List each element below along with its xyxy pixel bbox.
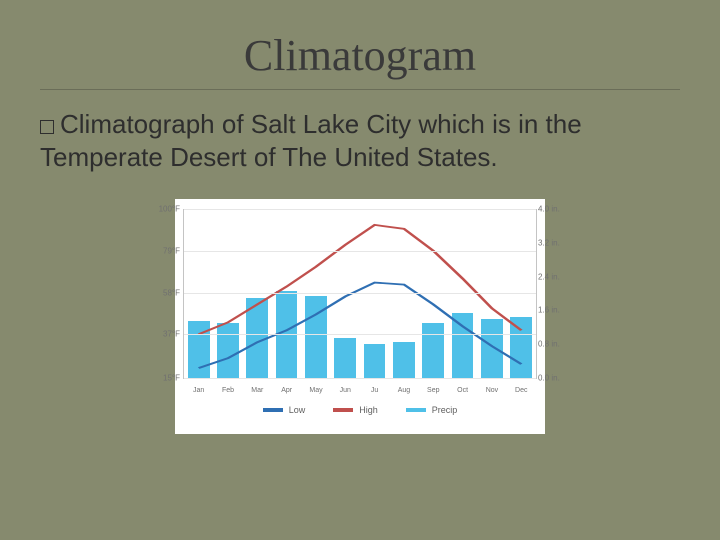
y-left-tick: 79°F bbox=[152, 246, 180, 255]
bullet-icon bbox=[40, 120, 54, 134]
y-right-tick: 3.2 in. bbox=[538, 238, 566, 247]
bar-cell bbox=[477, 209, 506, 378]
legend-item: Low bbox=[263, 405, 306, 415]
bar-cell bbox=[331, 209, 360, 378]
precip-bar bbox=[481, 319, 503, 378]
y-right-tick: 4.0 in. bbox=[538, 205, 566, 214]
legend-swatch bbox=[406, 408, 426, 412]
bar-cell bbox=[301, 209, 330, 378]
gridline bbox=[184, 334, 536, 335]
precip-bar bbox=[246, 298, 268, 378]
bar-cell bbox=[389, 209, 418, 378]
legend-label: High bbox=[359, 405, 378, 415]
x-tick: Dec bbox=[507, 387, 536, 394]
bar-cell bbox=[243, 209, 272, 378]
legend-item: Precip bbox=[406, 405, 458, 415]
precip-bar bbox=[393, 342, 415, 378]
legend: Low High Precip bbox=[183, 405, 537, 415]
title-separator bbox=[40, 89, 680, 90]
y-left-tick: 100°F bbox=[152, 205, 180, 214]
legend-item: High bbox=[333, 405, 378, 415]
bar-cell bbox=[184, 209, 213, 378]
x-tick: Apr bbox=[272, 387, 301, 394]
precip-bar bbox=[305, 296, 327, 378]
slide-title: Climatogram bbox=[40, 30, 680, 81]
y-right-tick: 0.8 in. bbox=[538, 340, 566, 349]
x-tick: Mar bbox=[243, 387, 272, 394]
precip-bar bbox=[334, 338, 356, 378]
y-right-tick: 0.0 in. bbox=[538, 374, 566, 383]
y-left-tick: 58°F bbox=[152, 288, 180, 297]
legend-label: Low bbox=[289, 405, 306, 415]
x-tick: Ju bbox=[360, 387, 389, 394]
y-right-tick: 1.6 in. bbox=[538, 306, 566, 315]
y-right-tick: 2.4 in. bbox=[538, 272, 566, 281]
legend-swatch bbox=[263, 408, 283, 412]
slide: Climatogram Climatograph of Salt Lake Ci… bbox=[0, 0, 720, 540]
x-axis-labels: JanFebMarAprMayJunJuAugSepOctNovDec bbox=[184, 387, 536, 394]
x-tick: Oct bbox=[448, 387, 477, 394]
x-tick: May bbox=[301, 387, 330, 394]
bar-cell bbox=[507, 209, 536, 378]
gridline bbox=[184, 378, 536, 379]
body-text: Climatograph of Salt Lake City which is … bbox=[40, 109, 582, 172]
plot-area: JanFebMarAprMayJunJuAugSepOctNovDec 100°… bbox=[183, 209, 537, 379]
bar-cell bbox=[448, 209, 477, 378]
gridline bbox=[184, 209, 536, 210]
precip-bar bbox=[188, 321, 210, 378]
precip-bar bbox=[364, 344, 386, 378]
y-left-tick: 15°F bbox=[152, 374, 180, 383]
legend-swatch bbox=[333, 408, 353, 412]
precip-bar bbox=[452, 313, 474, 378]
x-tick: Feb bbox=[213, 387, 242, 394]
precip-bar bbox=[422, 323, 444, 378]
precip-bars bbox=[184, 209, 536, 378]
x-tick: Aug bbox=[389, 387, 418, 394]
precip-bar bbox=[217, 323, 239, 378]
bar-cell bbox=[360, 209, 389, 378]
x-tick: Sep bbox=[419, 387, 448, 394]
x-tick: Jun bbox=[331, 387, 360, 394]
bar-cell bbox=[419, 209, 448, 378]
x-tick: Nov bbox=[477, 387, 506, 394]
bar-cell bbox=[213, 209, 242, 378]
legend-label: Precip bbox=[432, 405, 458, 415]
climograph-chart: JanFebMarAprMayJunJuAugSepOctNovDec 100°… bbox=[175, 199, 545, 434]
y-left-tick: 37°F bbox=[152, 330, 180, 339]
gridline bbox=[184, 293, 536, 294]
body-paragraph: Climatograph of Salt Lake City which is … bbox=[40, 108, 680, 173]
precip-bar bbox=[510, 317, 532, 378]
x-tick: Jan bbox=[184, 387, 213, 394]
bar-cell bbox=[272, 209, 301, 378]
gridline bbox=[184, 251, 536, 252]
